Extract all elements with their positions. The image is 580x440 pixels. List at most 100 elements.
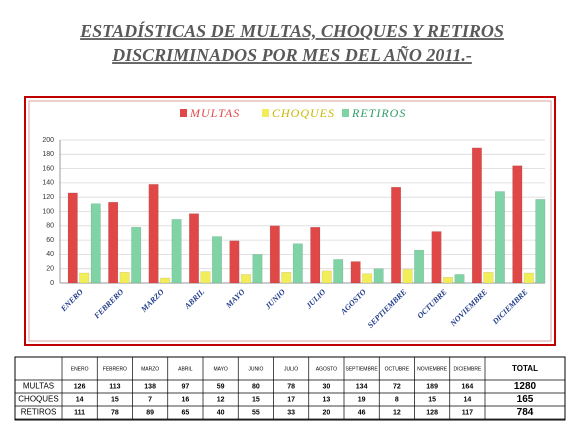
table-cell: 89: [146, 409, 154, 416]
table-cell: 128: [426, 409, 438, 416]
bar: [351, 262, 361, 283]
bar: [414, 250, 424, 283]
bar: [513, 166, 523, 283]
bar: [68, 193, 78, 283]
table-cell: 7: [148, 396, 152, 403]
table-cell: 12: [217, 396, 225, 403]
bar: [230, 241, 240, 283]
bar: [253, 254, 263, 283]
table-cell: 15: [111, 396, 119, 403]
table-header: AGOSTO: [316, 366, 337, 372]
y-tick-label: 80: [46, 223, 54, 230]
table-cell: 97: [181, 383, 189, 390]
table-cell: 20: [322, 409, 330, 416]
table-header: FEBRERO: [103, 366, 127, 372]
table-total: 165: [517, 394, 534, 405]
table-cell: 111: [74, 409, 85, 416]
table-header: OCTUBRE: [385, 366, 410, 372]
table-header: DICIEMBRE: [453, 366, 481, 372]
table-cell: 117: [462, 409, 473, 416]
table-cell: 15: [428, 396, 436, 403]
table-cell: 138: [144, 383, 156, 390]
y-tick-label: 120: [42, 194, 54, 201]
bar: [131, 227, 141, 283]
table-cell: 72: [393, 383, 401, 390]
y-tick-label: 40: [46, 251, 54, 258]
table-header: SEPTIEMBRE: [346, 366, 379, 372]
bar: [212, 237, 222, 283]
y-tick-label: 160: [42, 165, 54, 172]
bar: [334, 259, 344, 283]
table-cell: 17: [287, 396, 295, 403]
table-cell: 14: [463, 396, 471, 403]
legend-swatch: [342, 109, 349, 117]
table-cell: 19: [358, 396, 366, 403]
bar: [524, 273, 534, 283]
bar: [311, 227, 321, 283]
table-cell: 12: [393, 409, 401, 416]
table-row-label: RETIROS: [21, 408, 57, 417]
y-tick-label: 180: [42, 151, 54, 158]
bar: [108, 202, 118, 283]
table-cell: 134: [356, 383, 368, 390]
y-tick-label: 100: [42, 208, 54, 215]
table-header: ABRIL: [178, 366, 193, 372]
table-total: 1280: [514, 381, 537, 392]
bar: [472, 148, 482, 283]
bar: [293, 244, 303, 283]
bar: [282, 272, 292, 283]
table-header: MAYO: [213, 366, 227, 372]
chart-subtitle: DISCRIMINADOS POR MES DEL AÑO 2011.-: [111, 45, 472, 65]
table-cell: 33: [287, 409, 295, 416]
table-cell: 126: [74, 383, 86, 390]
bar: [270, 226, 280, 283]
table-cell: 40: [217, 409, 225, 416]
table-header: ENERO: [71, 366, 89, 372]
y-tick-label: 140: [42, 180, 54, 187]
table-cell: 16: [181, 396, 189, 403]
bar: [362, 274, 372, 283]
table-cell: 55: [252, 409, 260, 416]
bar: [495, 191, 505, 283]
legend-swatch: [180, 109, 187, 117]
bar: [241, 274, 251, 283]
bar: [536, 199, 546, 283]
y-tick-label: 200: [42, 137, 54, 144]
table-header: MARZO: [141, 366, 159, 372]
table-cell: 65: [181, 409, 189, 416]
table-cell: 46: [358, 409, 366, 416]
table-header: TOTAL: [512, 364, 538, 373]
bar: [322, 271, 332, 283]
bar: [172, 219, 182, 283]
y-tick-label: 60: [46, 237, 54, 244]
bar: [201, 272, 211, 283]
table-cell: 15: [252, 396, 260, 403]
table-cell: 113: [109, 383, 120, 390]
legend-label: RETIROS: [351, 106, 406, 120]
chart: ESTADÍSTICAS DE MULTAS, CHOQUES Y RETIRO…: [0, 0, 580, 435]
y-tick-label: 20: [46, 266, 54, 273]
table-cell: 78: [111, 409, 119, 416]
table-cell: 59: [217, 383, 225, 390]
y-tick-label: 0: [50, 280, 54, 287]
bar: [149, 184, 159, 283]
legend-swatch: [262, 109, 269, 117]
table-row-label: CHOQUES: [18, 395, 58, 404]
table-cell: 13: [322, 396, 330, 403]
bar: [160, 278, 170, 283]
table-cell: 189: [426, 383, 438, 390]
table-cell: 30: [322, 383, 330, 390]
bar: [374, 269, 384, 283]
bar: [391, 187, 401, 283]
legend-label: CHOQUES: [272, 106, 335, 120]
bar: [455, 274, 465, 283]
table-header: JULIO: [284, 366, 298, 372]
table-cell: 80: [252, 383, 260, 390]
bar: [484, 272, 494, 283]
bar: [80, 273, 90, 283]
table-total: 784: [517, 407, 534, 418]
bar: [189, 214, 199, 283]
legend-label: MULTAS: [189, 106, 240, 120]
bar: [432, 232, 442, 283]
table-cell: 8: [395, 396, 399, 403]
